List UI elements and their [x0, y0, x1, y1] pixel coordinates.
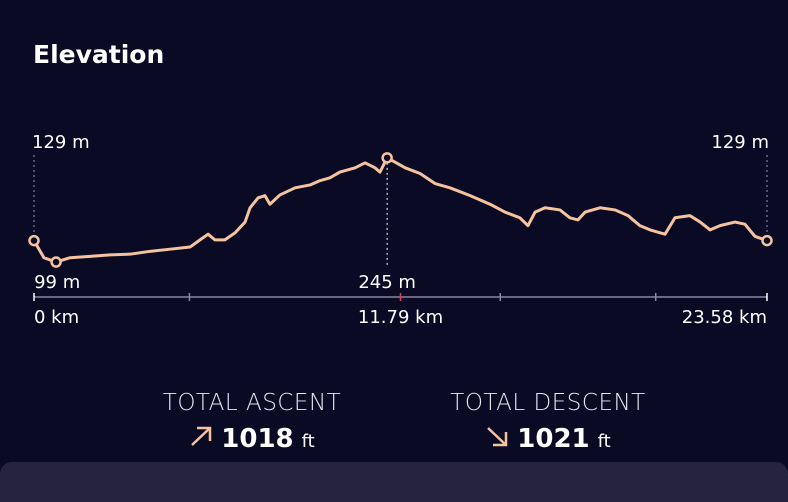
x-tick-label: 11.79 km	[358, 307, 443, 328]
ascent: TOTAL ASCENT 1018 ft	[122, 390, 382, 454]
stat-value: 1018	[221, 424, 294, 454]
annotation-marker	[381, 152, 393, 164]
title: Elevation	[33, 40, 165, 69]
annotation-label: 129 m	[711, 132, 769, 153]
annotation-label: 245 m	[358, 272, 416, 293]
annotation-marker	[50, 256, 62, 268]
x-tick-label: 0 km	[34, 307, 79, 328]
arrow-up-icon	[191, 426, 212, 446]
annotation-marker	[761, 234, 773, 247]
stat-row: 1021 ft	[418, 424, 678, 454]
elevation-line	[32, 156, 768, 264]
annotation-label: 99 m	[34, 272, 80, 293]
stat-unit: ft	[597, 431, 611, 452]
annotation-label: 129 m	[32, 132, 90, 153]
stat-label: TOTAL ASCENT	[162, 390, 342, 416]
descent: TOTAL DESCENT 1021 ft	[418, 390, 678, 454]
x-tick-label: 23.58 km	[682, 307, 767, 328]
chart: 0 km 11.79 km 23.58 km 129 m 99 m 245 m 129 m	[28, 132, 773, 328]
bottom-sheet	[0, 462, 788, 502]
annotation-marker	[28, 234, 40, 247]
stat-row: 1018 ft	[122, 424, 382, 454]
stat-label: TOTAL DESCENT	[450, 390, 646, 416]
arrow-down-icon	[487, 427, 508, 447]
stat-unit: ft	[301, 431, 315, 452]
stat-value: 1021	[517, 424, 590, 454]
page: Elevation 0 km 11.79 km 23.58 km 129 m 99 m 2…	[0, 40, 788, 502]
